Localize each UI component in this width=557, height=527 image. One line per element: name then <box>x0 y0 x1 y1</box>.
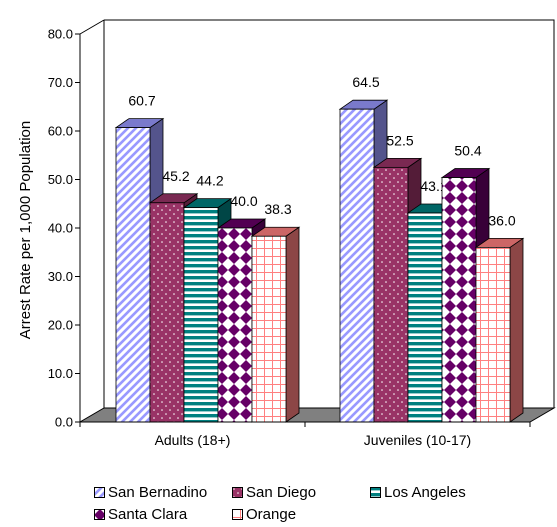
legend-swatch-los-angeles <box>370 486 381 498</box>
bar-front-los-angeles-adults-18 <box>183 207 219 423</box>
bar-orange-juveniles-10-17 <box>474 237 525 423</box>
y-tick-label-8: 80.0 <box>48 27 73 42</box>
bar-orange-adults-18 <box>250 226 301 423</box>
legend-item-orange: Orange <box>232 506 296 523</box>
legend-label-los-angeles: Los Angeles <box>384 483 466 501</box>
y-tick-label-7: 70.0 <box>48 75 73 90</box>
legend-item-san-diego: San Diego <box>232 484 370 501</box>
bar-front-san-diego-juveniles-10-17 <box>373 166 409 423</box>
legend-label-orange: Orange <box>246 505 297 523</box>
x-tick-label-adults-18: Adults (18+) <box>155 432 231 448</box>
legend-label-san-bernadino: San Bernadino <box>108 483 208 501</box>
legend-item-san-bernadino: San Bernadino <box>94 484 232 501</box>
bars: 60.7 45.2 44.2 40.0 38.3 64.5 52.5 43.1 50.4 36.0 <box>114 74 525 423</box>
y-tick-label-2: 20.0 <box>48 318 73 333</box>
back-wall <box>103 19 555 408</box>
y-tick-label-5: 50.0 <box>48 172 73 187</box>
bar-front-santa-clara-juveniles-10-17 <box>441 177 477 423</box>
legend-item-los-angeles: Los Angeles <box>370 484 466 501</box>
bar-front-los-angeles-juveniles-10-17 <box>407 212 443 423</box>
legend-swatch-santa-clara <box>94 508 105 520</box>
legend-item-santa-clara: Santa Clara <box>94 506 232 523</box>
y-axis: 0.0 10.0 20.0 30.0 40.0 50.0 60.0 70.0 80.0 <box>48 27 80 430</box>
legend-label-santa-clara: Santa Clara <box>108 505 188 523</box>
bar-front-san-diego-adults-18 <box>149 202 185 423</box>
y-tick-label-4: 40.0 <box>48 221 73 236</box>
y-tick-label-3: 30.0 <box>48 269 73 284</box>
data-label-orange-adults-18: 38.3 <box>264 201 291 217</box>
legend-swatch-orange <box>232 508 243 520</box>
data-label-santa-clara-adults-18: 40.0 <box>230 193 257 209</box>
y-tick-label-0: 0.0 <box>55 415 73 430</box>
x-tick-label-juveniles-10-17: Juveniles (10-17) <box>364 432 471 448</box>
y-tick-label-1: 10.0 <box>48 366 73 381</box>
bar-front-orange-juveniles-10-17 <box>475 246 511 423</box>
bar-side-orange-adults-18 <box>285 226 300 423</box>
legend: San Bernadino San Diego Los Angeles Sant… <box>94 481 534 525</box>
y-tick-label-6: 60.0 <box>48 124 73 139</box>
legend-label-san-diego: San Diego <box>246 483 317 501</box>
bar-front-san-bernadino-juveniles-10-17 <box>339 108 375 423</box>
data-label-orange-juveniles-10-17: 36.0 <box>488 212 515 228</box>
bar-front-orange-adults-18 <box>251 235 287 423</box>
bar-side-orange-juveniles-10-17 <box>509 237 524 423</box>
side-wall <box>79 19 105 422</box>
data-label-san-diego-juveniles-10-17: 52.5 <box>386 132 413 148</box>
data-label-los-angeles-adults-18: 44.2 <box>196 173 223 189</box>
x-axis: Adults (18+) Juveniles (10-17) <box>79 421 531 448</box>
data-label-san-bernadino-adults-18: 60.7 <box>128 93 155 109</box>
legend-swatch-san-bernadino <box>94 486 105 498</box>
legend-row-1: San Bernadino San Diego Los Angeles <box>94 481 534 503</box>
legend-swatch-san-diego <box>232 486 243 498</box>
y-axis-title: Arrest Rate per 1,000 Population <box>17 121 34 339</box>
legend-row-2: Santa Clara Orange <box>94 503 534 525</box>
data-label-san-bernadino-juveniles-10-17: 64.5 <box>352 74 379 90</box>
data-label-los-angeles-juveniles-10-17: 43.1 <box>420 178 447 194</box>
bar-front-santa-clara-adults-18 <box>217 227 253 423</box>
bar-front-san-bernadino-adults-18 <box>115 127 151 423</box>
data-label-santa-clara-juveniles-10-17: 50.4 <box>454 143 481 159</box>
data-label-san-diego-adults-18: 45.2 <box>162 168 189 184</box>
